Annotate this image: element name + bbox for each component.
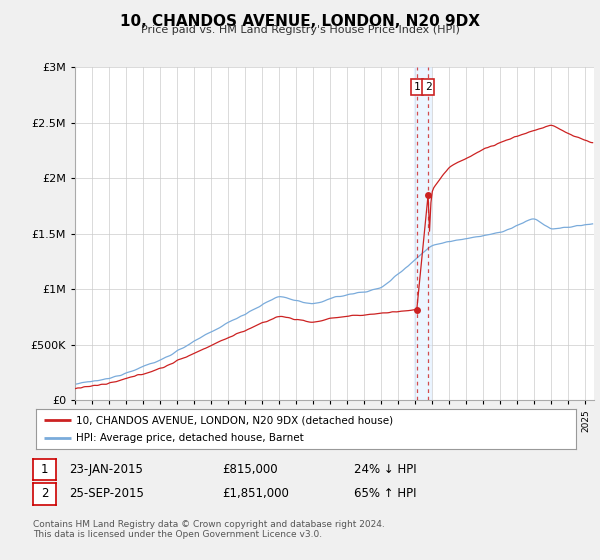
Text: 2: 2 (425, 82, 431, 92)
Text: 2: 2 (41, 487, 48, 501)
Text: 24% ↓ HPI: 24% ↓ HPI (354, 463, 416, 476)
Text: Price paid vs. HM Land Registry's House Price Index (HPI): Price paid vs. HM Land Registry's House … (140, 25, 460, 35)
Text: Contains HM Land Registry data © Crown copyright and database right 2024.
This d: Contains HM Land Registry data © Crown c… (33, 520, 385, 539)
Text: 10, CHANDOS AVENUE, LONDON, N20 9DX: 10, CHANDOS AVENUE, LONDON, N20 9DX (120, 14, 480, 29)
Text: 25-SEP-2015: 25-SEP-2015 (69, 487, 144, 501)
Text: HPI: Average price, detached house, Barnet: HPI: Average price, detached house, Barn… (77, 433, 304, 443)
Bar (414, 67, 431, 400)
Text: 1: 1 (41, 463, 48, 476)
Text: £1,851,000: £1,851,000 (222, 487, 289, 501)
Text: 10, CHANDOS AVENUE, LONDON, N20 9DX (detached house): 10, CHANDOS AVENUE, LONDON, N20 9DX (det… (77, 415, 394, 425)
Text: £815,000: £815,000 (222, 463, 278, 476)
Text: 1: 1 (413, 82, 420, 92)
Text: 23-JAN-2015: 23-JAN-2015 (69, 463, 143, 476)
Text: 65% ↑ HPI: 65% ↑ HPI (354, 487, 416, 501)
